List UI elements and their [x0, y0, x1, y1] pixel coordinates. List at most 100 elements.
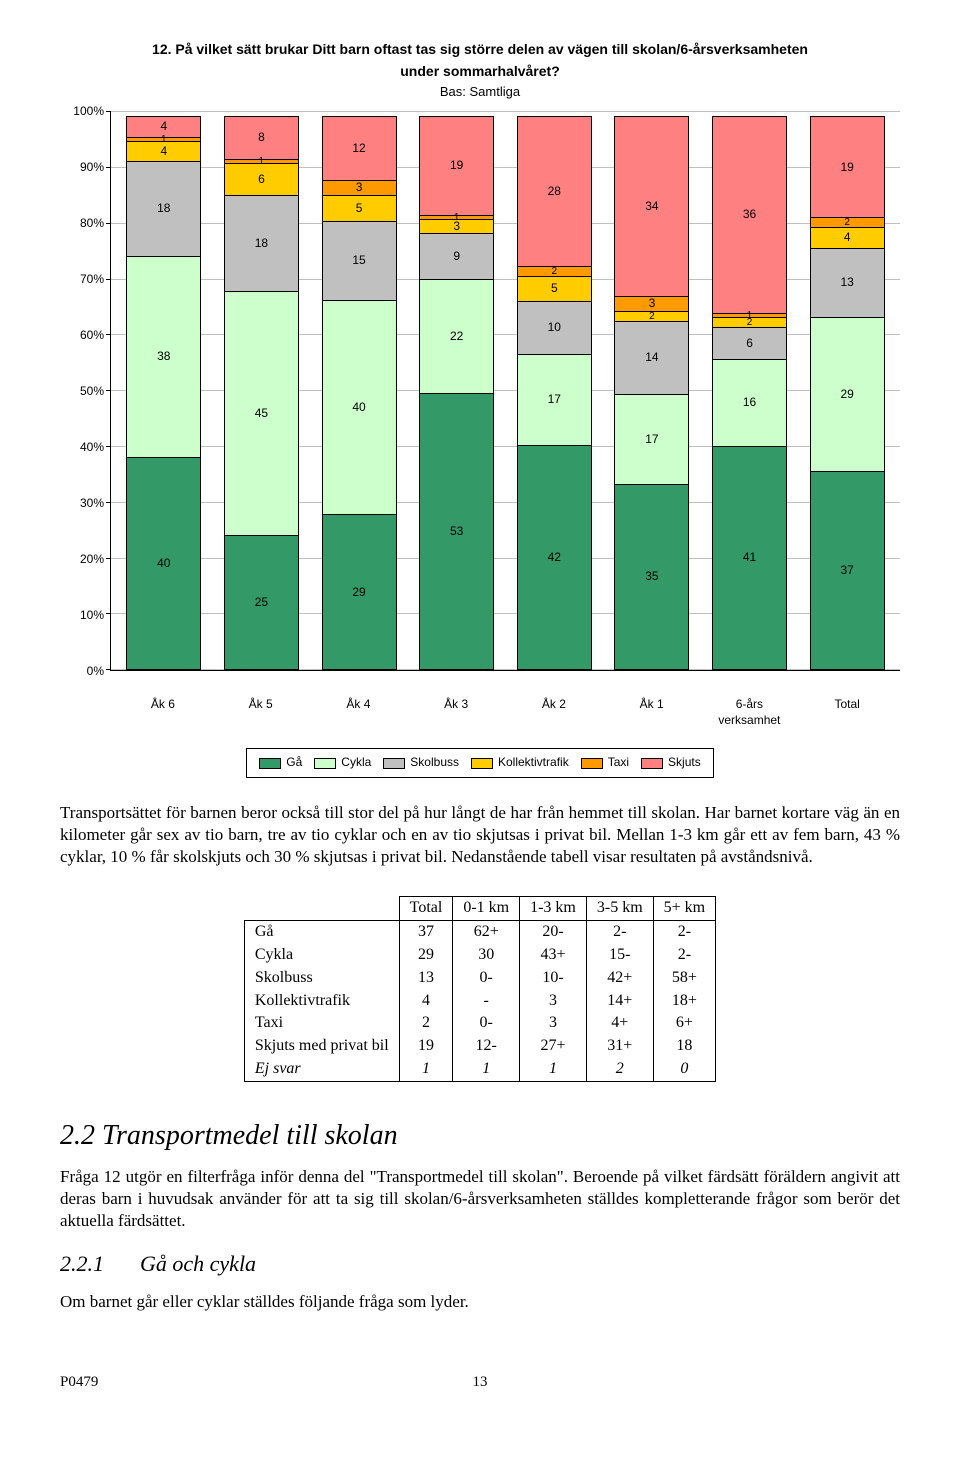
data-table-wrap: Total0-1 km1-3 km3-5 km5+ kmGå3762+20-2-… [60, 880, 900, 1097]
table-row: Gå3762+20-2-2- [244, 921, 715, 944]
segment-kollektivtrafik: 3 [419, 219, 494, 235]
segment-skolbuss: 18 [126, 161, 201, 257]
table-cell: 2 [399, 1012, 453, 1035]
chart-plot-area: 4038184142545186182940155312532293119421… [110, 111, 900, 671]
paragraph-1: Transportsättet för barnen beror också t… [60, 802, 900, 868]
segment-ga: 29 [322, 514, 397, 670]
table-cell: 1 [520, 1058, 587, 1081]
table-cell: 2- [653, 921, 715, 944]
segment-taxi: 3 [322, 180, 397, 196]
segment-skolbuss: 14 [614, 321, 689, 396]
legend-item-cykla: Cykla [314, 755, 371, 771]
segment-ga: 53 [419, 393, 494, 670]
bar-7: 3729134219 [810, 111, 885, 670]
segment-ga: 41 [712, 446, 787, 671]
table-cell: 29 [399, 944, 453, 967]
paragraph-2: Fråga 12 utgör en filterfråga inför denn… [60, 1166, 900, 1232]
table-cell: 14+ [586, 990, 653, 1013]
x-label: Åk 1 [614, 697, 689, 728]
table-footer-row: Ej svar11120 [244, 1058, 715, 1081]
table-cell: 20- [520, 921, 587, 944]
segment-kollektivtrafik: 6 [224, 163, 299, 196]
table-header: 0-1 km [453, 897, 520, 921]
segment-kollektivtrafik: 4 [126, 141, 201, 162]
table-row: Cykla293043+15-2- [244, 944, 715, 967]
subsection-title: Gå och cykla [140, 1250, 256, 1279]
segment-skjuts: 28 [517, 116, 592, 267]
segment-ga: 37 [810, 471, 885, 670]
chart-title-line1: 12. På vilket sätt brukar Ditt barn ofta… [60, 40, 900, 58]
footer-left: P0479 [60, 1373, 340, 1393]
stacked-bar-chart: 100%90%80%70%60%50%40%30%20%10%0%4038184… [60, 111, 900, 671]
table-cell: 0- [453, 1012, 520, 1035]
segment-ga: 40 [126, 457, 201, 670]
segment-skjuts: 19 [419, 116, 494, 215]
table-cell: 15- [586, 944, 653, 967]
segment-kollektivtrafik: 5 [322, 195, 397, 222]
distance-table: Total0-1 km1-3 km3-5 km5+ kmGå3762+20-2-… [244, 896, 716, 1081]
bar-3: 532293119 [419, 111, 494, 670]
table-cell: 0- [453, 967, 520, 990]
segment-cykla: 45 [224, 291, 299, 535]
table-cell: 19 [399, 1035, 453, 1058]
x-label: Åk 3 [419, 697, 494, 728]
segment-skolbuss: 18 [224, 195, 299, 293]
segment-skolbuss: 9 [419, 233, 494, 280]
table-header: 1-3 km [520, 897, 587, 921]
chart-title-line2: under sommarhalvåret? [60, 62, 900, 80]
table-cell: 3 [520, 990, 587, 1013]
table-cell: 0 [653, 1058, 715, 1081]
segment-ga: 25 [224, 535, 299, 671]
table-cell: Kollektivtrafik [244, 990, 399, 1013]
table-cell: 62+ [453, 921, 520, 944]
legend-item-skjuts: Skjuts [641, 755, 701, 771]
segment-skjuts: 8 [224, 116, 299, 159]
table-row: Skjuts med privat bil1912-27+31+18 [244, 1035, 715, 1058]
legend-label: Taxi [608, 755, 629, 771]
bar-6: 411662136 [712, 111, 787, 670]
chart-legend: GåCyklaSkolbussKollektivtrafikTaxiSkjuts [246, 748, 713, 778]
legend-item-skolbuss: Skolbuss [383, 755, 459, 771]
table-cell: Ej svar [244, 1058, 399, 1081]
table-cell: 6+ [653, 1012, 715, 1035]
subsection-heading: 2.2.1 Gå och cykla [60, 1250, 900, 1279]
table-cell: 1 [453, 1058, 520, 1081]
table-cell: 12- [453, 1035, 520, 1058]
segment-skjuts: 34 [614, 116, 689, 297]
table-cell: 4+ [586, 1012, 653, 1035]
chart-y-axis: 100%90%80%70%60%50%40%30%20%10%0% [60, 111, 110, 671]
table-cell: 1 [399, 1058, 453, 1081]
table-cell: Cykla [244, 944, 399, 967]
table-header [244, 897, 399, 921]
table-cell: 2- [586, 921, 653, 944]
table-cell: 4 [399, 990, 453, 1013]
table-header: Total [399, 897, 453, 921]
segment-cykla: 38 [126, 256, 201, 458]
subsection-number: 2.2.1 [60, 1250, 104, 1279]
x-label: Åk 6 [125, 697, 200, 728]
legend-label: Cykla [341, 755, 371, 771]
bar-4: 4217105228 [517, 111, 592, 670]
segment-cykla: 40 [322, 300, 397, 515]
table-cell: 13 [399, 967, 453, 990]
table-header: 3-5 km [586, 897, 653, 921]
legend-swatch [471, 758, 493, 769]
table-cell: 3 [520, 1012, 587, 1035]
segment-skolbuss: 13 [810, 248, 885, 318]
x-label: 6-årsverksamhet [712, 697, 787, 728]
segment-cykla: 29 [810, 317, 885, 473]
legend-swatch [641, 758, 663, 769]
paragraph-3: Om barnet går eller cyklar ställdes följ… [60, 1291, 900, 1313]
chart-title-block: 12. På vilket sätt brukar Ditt barn ofta… [60, 40, 900, 101]
table-cell: 43+ [520, 944, 587, 967]
segment-cykla: 16 [712, 359, 787, 447]
table-cell: 2 [586, 1058, 653, 1081]
x-label: Åk 4 [321, 697, 396, 728]
legend-swatch [581, 758, 603, 769]
segment-skjuts: 19 [810, 116, 885, 218]
table-cell: 18+ [653, 990, 715, 1013]
table-cell: 10- [520, 967, 587, 990]
segment-skolbuss: 15 [322, 221, 397, 302]
segment-cykla: 17 [517, 354, 592, 445]
legend-label: Skolbuss [410, 755, 459, 771]
